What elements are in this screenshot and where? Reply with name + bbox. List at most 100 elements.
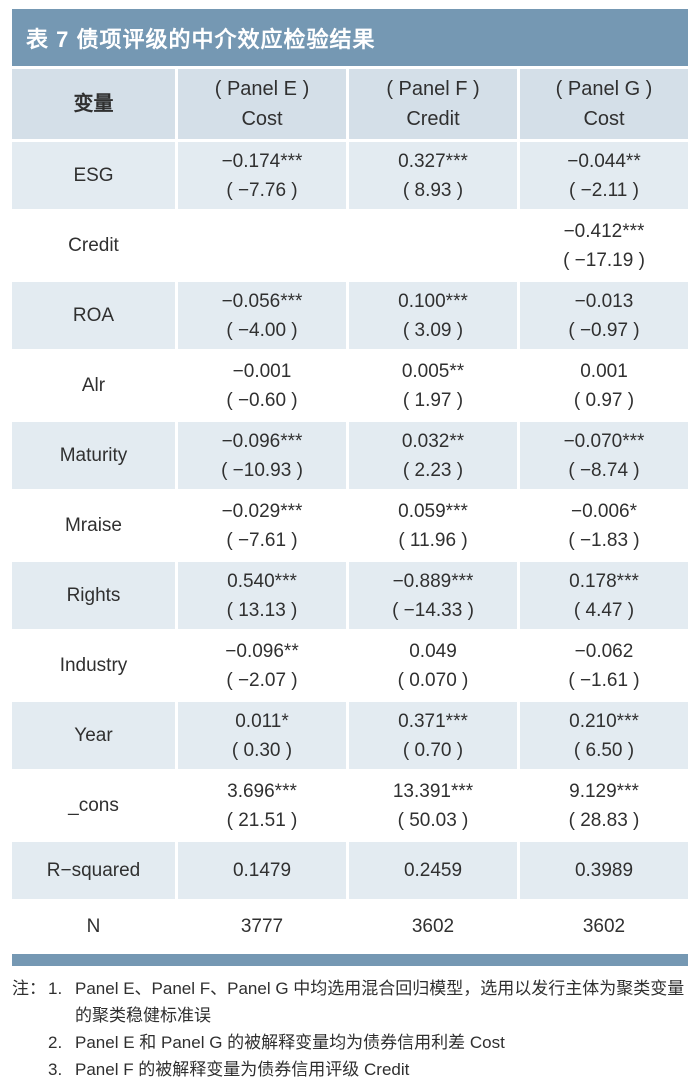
value-cell: 0.049 ( 0.070 ) [349,632,517,699]
value-cell: −0.056*** ( −4.00 ) [178,282,346,349]
value-cell: −0.029*** ( −7.61 ) [178,492,346,559]
note-item: 1. Panel E、Panel F、Panel G 中均选用混合回归模型，选用以… [48,975,688,1029]
coefficient-value: −0.096** [225,640,299,662]
t-statistic-value: ( −2.11 ) [569,179,639,201]
value-cell: 0.005** ( 1.97 ) [349,352,517,419]
coefficient-value: −0.044** [567,150,641,172]
t-statistic-value: ( −4.00 ) [226,319,298,341]
t-statistic-value: ( 1.97 ) [402,389,464,411]
coefficient-value: 0.210*** [569,710,639,732]
table-row: ROA −0.056*** ( −4.00 ) 0.100*** ( 3.09 ) −0.… [12,282,688,349]
value-cell: 0.327*** ( 8.93 ) [349,142,517,209]
table-row: Credit −0.412*** ( −17.19 ) [12,212,688,279]
table-row: ESG −0.174*** ( −7.76 ) 0.327*** ( 8.93 ) −0.… [12,142,688,209]
coefficient-value: 0.178*** [569,570,639,592]
value-cell: −0.044** ( −2.11 ) [520,142,688,209]
value-cell: −0.013 ( −0.97 ) [520,282,688,349]
value-cell: 0.011* ( 0.30 ) [178,702,346,769]
coefficient-value: 0.001 [580,360,628,382]
t-statistic-value: ( −1.83 ) [568,529,640,551]
value-cell: 0.371*** ( 0.70 ) [349,702,517,769]
table-notes: 注： 1. Panel E、Panel F、Panel G 中均选用混合回归模型，… [12,975,688,1083]
t-statistic-value: ( 21.51 ) [226,809,298,831]
coefficient-value: −0.001 [232,360,292,382]
value-cell: 0.2459 [349,842,517,899]
value-cell: 0.001 ( 0.97 ) [520,352,688,419]
coefficient-value: −0.029*** [221,500,303,522]
coefficient-value: −0.013 [574,290,634,312]
coefficient-value: −0.070*** [563,430,645,452]
note-text: Panel E、Panel F、Panel G 中均选用混合回归模型，选用以发行… [75,979,685,1025]
t-statistic-value: ( −7.76 ) [226,179,298,201]
table-row: _cons 3.696*** ( 21.51 ) 13.391*** ( 50.03 )… [12,772,688,839]
coefficient-value: 3777 [240,916,284,937]
note-number: 2. [48,1033,63,1052]
t-statistic-value: ( 13.13 ) [226,599,298,621]
coefficient-value: −0.174*** [221,150,303,172]
value-cell: −0.096** ( −2.07 ) [178,632,346,699]
t-statistic-value: ( −1.61 ) [568,669,640,691]
header-panel-f: ( Panel F ) Credit [349,69,517,139]
note-text: Panel F 的被解释变量为债券信用评级 Credit [75,1060,410,1079]
coefficient-value: 0.327*** [398,150,468,172]
value-cell: 0.178*** ( 4.47 ) [520,562,688,629]
table-title: 表 7 债项评级的中介效应检验结果 [26,26,376,52]
header-panel-g: ( Panel G ) Cost [520,69,688,139]
coefficient-value: 3602 [582,916,626,937]
note-item: 2. Panel E 和 Panel G 的被解释变量均为债券信用利差 Cost [48,1029,688,1056]
value-cell: 3602 [520,902,688,951]
table-row: N 3777 3602 3602 [12,902,688,951]
value-cell: −0.889*** ( −14.33 ) [349,562,517,629]
value-cell: −0.174*** ( −7.76 ) [178,142,346,209]
value-cell: −0.001 ( −0.60 ) [178,352,346,419]
coefficient-value: 0.049 [409,640,457,662]
value-cell: −0.096*** ( −10.93 ) [178,422,346,489]
table-row: R−squared 0.1479 0.2459 0.3989 [12,842,688,899]
table-body: ESG −0.174*** ( −7.76 ) 0.327*** ( 8.93 ) −0.… [12,142,688,951]
coefficient-value: 0.011* [235,710,289,732]
value-cell: 0.1479 [178,842,346,899]
t-statistic-value: ( 0.070 ) [397,669,469,691]
row-variable-label: Year [12,702,175,769]
row-variable-label: N [12,902,175,951]
value-cell: −0.412*** ( −17.19 ) [520,212,688,279]
t-statistic-value: ( 0.70 ) [402,739,464,761]
coefficient-value: 3602 [411,916,455,937]
value-cell: 0.3989 [520,842,688,899]
note-number: 1. [48,979,63,998]
t-statistic-value: ( 6.50 ) [573,739,635,761]
value-cell: −0.062 ( −1.61 ) [520,632,688,699]
value-cell: 3777 [178,902,346,951]
value-cell: 0.032** ( 2.23 ) [349,422,517,489]
value-cell: −0.070*** ( −8.74 ) [520,422,688,489]
row-variable-label: Maturity [12,422,175,489]
t-statistic-value: ( −8.74 ) [568,459,640,481]
header-panel-g-dep: Cost [583,108,625,130]
coefficient-value: 0.032** [401,430,465,452]
table-bottom-bar [12,954,688,966]
value-cell: 13.391*** ( 50.03 ) [349,772,517,839]
t-statistic-value: ( 8.93 ) [402,179,464,201]
value-cell: 9.129*** ( 28.83 ) [520,772,688,839]
t-statistic-value: ( −0.60 ) [226,389,298,411]
notes-list: 1. Panel E、Panel F、Panel G 中均选用混合回归模型，选用以… [48,975,688,1083]
notes-prefix: 注： [12,979,46,998]
row-variable-label: R−squared [12,842,175,899]
t-statistic-value: ( −7.61 ) [226,529,298,551]
note-number: 3. [48,1060,63,1079]
table-title-bar: 表 7 债项评级的中介效应检验结果 [12,9,688,66]
row-variable-label: Industry [12,632,175,699]
note-item: 3. Panel F 的被解释变量为债券信用评级 Credit [48,1056,688,1083]
coefficient-value: −0.412*** [563,220,645,242]
coefficient-value: 0.100*** [398,290,468,312]
value-cell [349,212,517,279]
value-cell: 0.540*** ( 13.13 ) [178,562,346,629]
table-row: Maturity −0.096*** ( −10.93 ) 0.032** ( 2.23… [12,422,688,489]
header-panel-e-dep: Cost [241,108,283,130]
row-variable-label: _cons [12,772,175,839]
t-statistic-value: ( −0.97 ) [568,319,640,341]
header-panel-g-name: ( Panel G ) [555,78,653,100]
table-header-row: 变量 ( Panel E ) Cost ( Panel F ) Credit (… [12,69,688,139]
table-row: Industry −0.096** ( −2.07 ) 0.049 ( 0.070 ) −… [12,632,688,699]
coefficient-value: 0.371*** [398,710,468,732]
